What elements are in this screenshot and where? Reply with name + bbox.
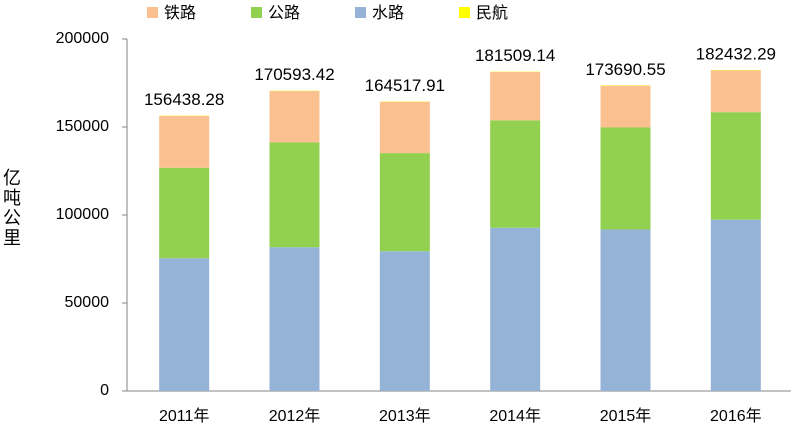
bar-segment: [379, 153, 430, 252]
bar-segment: [490, 227, 541, 391]
bar-segment: [600, 229, 651, 391]
bar-segment: [159, 167, 210, 259]
x-tick-label: 2011年: [159, 407, 209, 425]
legend-label: 铁路: [164, 4, 196, 22]
legend-swatch: [251, 7, 262, 18]
bar-segment: [269, 142, 320, 248]
legend-label: 民航: [476, 4, 508, 22]
total-label: 170593.42: [254, 65, 334, 84]
x-tick-label: 2014年: [489, 407, 541, 425]
bar-segment: [710, 219, 761, 391]
total-label: 156438.28: [144, 90, 224, 109]
total-label: 182432.29: [696, 44, 776, 63]
bar-segment: [710, 70, 761, 113]
y-tick-label: 150000: [56, 118, 109, 135]
legend-swatch: [147, 7, 158, 18]
bar-segment: [269, 91, 320, 143]
x-tick-label: 2015年: [600, 407, 652, 425]
legend-label: 公路: [268, 4, 300, 22]
y-tick-label: 50000: [65, 294, 110, 311]
bar-segment: [159, 115, 210, 168]
bar-segment: [600, 85, 651, 128]
legend-swatch: [355, 7, 366, 18]
bar-segment: [379, 101, 430, 154]
legend-label: 水路: [372, 4, 404, 22]
bar-segment: [379, 251, 430, 391]
x-tick-label: 2016年: [710, 407, 762, 425]
y-tick-label: 0: [100, 382, 109, 399]
x-tick-label: 2013年: [379, 407, 431, 425]
y-axis-label: 亿吨公里: [1, 168, 21, 248]
total-label: 181509.14: [475, 46, 555, 65]
x-tick-label: 2012年: [269, 407, 321, 425]
bar-segment: [710, 112, 761, 220]
total-label: 164517.91: [365, 76, 445, 95]
bar-segment: [159, 258, 210, 391]
bar-segment: [490, 71, 541, 121]
bar-segment: [490, 120, 541, 228]
bar-segment: [600, 127, 651, 230]
legend-swatch: [459, 7, 470, 18]
bar-segment: [269, 247, 320, 391]
total-label: 173690.55: [585, 60, 665, 79]
y-tick-label: 200000: [56, 30, 109, 47]
y-tick-label: 100000: [56, 206, 109, 223]
